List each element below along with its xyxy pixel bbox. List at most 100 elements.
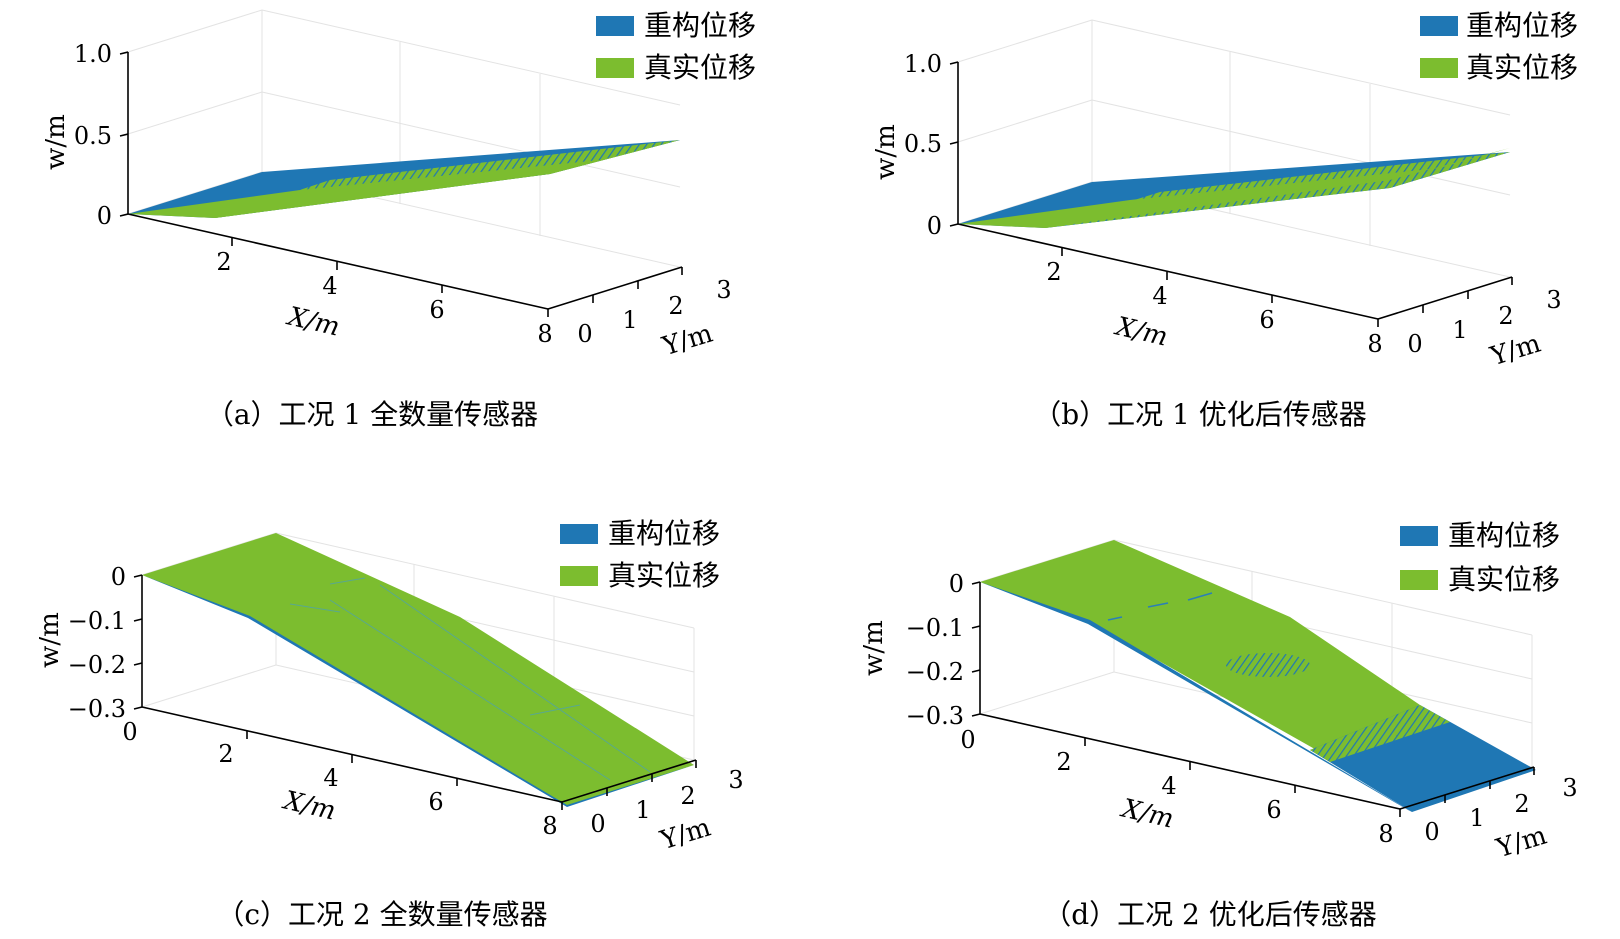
panel-c-legend-label-reconstructed: 重构位移 — [608, 517, 720, 550]
panel-d-x-tick-0: 0 — [960, 726, 975, 754]
panel-a-x-tick-3: 8 — [537, 320, 552, 348]
panel-c-surfaces — [142, 533, 694, 807]
panel-c-surface-true — [142, 533, 694, 805]
panel-d-mesh-lines — [1107, 592, 1213, 621]
panel-a-y-tick-1: 1 — [622, 306, 637, 334]
panel-d-surface-overlap-patch — [1226, 653, 1310, 677]
panel-a-legend: 重构位移 真实位移 — [596, 9, 756, 84]
panel-d-y-tick-1: 1 — [1469, 804, 1484, 832]
panel-a-x-axis-label: X/m — [283, 301, 342, 342]
panel-d-surfaces — [980, 540, 1536, 812]
panel-d: 0 −0.1 −0.2 −0.3 0 2 4 6 8 0 1 2 3 w/m X… — [859, 519, 1578, 931]
panel-b-y-tick-1: 1 — [1452, 316, 1467, 344]
panel-b-legend-swatch-true — [1420, 58, 1458, 78]
panel-d-legend-label-true: 真实位移 — [1448, 563, 1560, 596]
panel-b-axes — [949, 61, 1513, 327]
panel-d-legend-label-reconstructed: 重构位移 — [1448, 519, 1560, 552]
panel-c-y-tick-1: 1 — [635, 796, 650, 824]
panel-d-z-axis-label: w/m — [859, 620, 889, 676]
panel-c-z-tick-2: −0.2 — [68, 651, 126, 679]
panel-c-tick-labels: 0 −0.1 −0.2 −0.3 0 2 4 6 8 0 1 2 3 — [68, 563, 744, 840]
panel-c-legend-swatch-reconstructed — [560, 524, 598, 544]
panel-c-legend-swatch-true — [560, 566, 598, 586]
panel-b-z-tick-2: 1.0 — [904, 50, 942, 78]
panel-d-x-tick-1: 2 — [1056, 748, 1071, 776]
panel-a-tick-labels: 0 0.5 1.0 2 4 6 8 0 1 2 3 — [74, 40, 732, 348]
panel-a-y-tick-3: 3 — [716, 276, 731, 304]
panel-c-z-tick-1: −0.1 — [68, 607, 126, 635]
panel-b-legend: 重构位移 真实位移 — [1420, 9, 1578, 84]
panel-c-x-tick-0: 0 — [122, 718, 137, 746]
panel-a-y-tick-0: 0 — [577, 320, 592, 348]
panel-c-z-tick-3: −0.3 — [68, 695, 126, 723]
panel-b-legend-label-reconstructed: 重构位移 — [1466, 9, 1578, 42]
panel-b-legend-swatch-reconstructed — [1420, 16, 1458, 36]
panel-d-y-axis-label: Y/m — [1492, 821, 1550, 865]
panel-a-legend-label-true: 真实位移 — [644, 51, 756, 84]
panel-b-x-axis-label: X/m — [1111, 311, 1170, 352]
panel-a-y-tick-2: 2 — [668, 292, 683, 320]
panel-b-surface-true — [958, 148, 1510, 228]
panel-a-z-tick-0: 0 — [97, 202, 112, 230]
panel-c-y-tick-2: 2 — [680, 782, 695, 810]
panel-a-x-tick-2: 6 — [429, 296, 444, 324]
panel-a-x-tick-1: 4 — [322, 272, 337, 300]
panel-b: 0 0.5 1.0 2 4 6 8 0 1 2 3 w/m X/m Y/m 重构… — [871, 9, 1578, 431]
panel-d-legend: 重构位移 真实位移 — [1400, 519, 1560, 596]
panel-b-legend-label-true: 真实位移 — [1466, 51, 1578, 84]
panel-b-y-tick-0: 0 — [1407, 330, 1422, 358]
panel-b-caption: （b）工况 1 优化后传感器 — [1033, 398, 1367, 431]
panel-c-y-tick-0: 0 — [590, 810, 605, 838]
panel-c-mesh-lines — [289, 577, 651, 781]
panel-d-x-tick-4: 8 — [1378, 820, 1393, 848]
panel-a-surface-true — [128, 140, 680, 218]
panel-d-z-tick-1: −0.1 — [906, 614, 964, 642]
panel-a-legend-label-reconstructed: 重构位移 — [644, 9, 756, 42]
panel-b-z-tick-1: 0.5 — [904, 130, 942, 158]
panel-d-y-tick-3: 3 — [1562, 774, 1577, 802]
panel-b-z-axis-label: w/m — [871, 124, 901, 180]
panel-d-x-tick-3: 6 — [1266, 796, 1281, 824]
panel-d-surface-true — [980, 540, 1420, 752]
panel-a-grid — [127, 9, 681, 268]
panel-a-z-axis-label: w/m — [41, 114, 71, 170]
panel-b-tick-labels: 0 0.5 1.0 2 4 6 8 0 1 2 3 — [904, 50, 1562, 358]
panel-c-x-tick-3: 6 — [428, 788, 443, 816]
panel-a: 0 0.5 1.0 2 4 6 8 0 1 2 3 w/m X/m Y/m 重构… — [41, 9, 756, 431]
panel-b-surfaces — [958, 148, 1510, 228]
panel-b-z-tick-0: 0 — [927, 212, 942, 240]
panel-d-y-tick-0: 0 — [1424, 818, 1439, 846]
panel-c-axes — [133, 574, 697, 810]
panel-d-legend-swatch-true — [1400, 570, 1438, 590]
panel-a-caption: （a）工况 1 全数量传感器 — [206, 398, 538, 431]
panel-d-x-tick-2: 4 — [1161, 772, 1176, 800]
panel-d-surface-overlap — [1310, 705, 1450, 762]
panel-b-y-axis-label: Y/m — [1486, 329, 1544, 373]
panel-c-z-tick-0: 0 — [111, 563, 126, 591]
panel-a-surfaces — [128, 140, 680, 218]
panel-c-legend-label-true: 真实位移 — [608, 559, 720, 592]
panel-b-y-tick-2: 2 — [1498, 302, 1513, 330]
panel-a-x-tick-0: 2 — [216, 248, 231, 276]
panel-b-x-tick-2: 6 — [1259, 306, 1274, 334]
panel-c-caption: （c）工况 2 全数量传感器 — [216, 898, 547, 931]
panel-d-z-tick-3: −0.3 — [906, 702, 964, 730]
panel-a-legend-swatch-reconstructed — [596, 16, 634, 36]
panel-c-legend: 重构位移 真实位移 — [560, 517, 720, 592]
panel-a-y-axis-label: Y/m — [658, 319, 716, 363]
panel-d-z-tick-2: −0.2 — [906, 658, 964, 686]
panel-b-y-tick-3: 3 — [1546, 286, 1561, 314]
panel-a-z-tick-1: 0.5 — [74, 122, 112, 150]
panel-b-x-tick-0: 2 — [1046, 258, 1061, 286]
panel-c-x-tick-2: 4 — [323, 764, 338, 792]
panel-c-x-tick-4: 8 — [542, 812, 557, 840]
panel-d-tick-labels: 0 −0.1 −0.2 −0.3 0 2 4 6 8 0 1 2 3 — [906, 570, 1578, 848]
panel-a-z-tick-2: 1.0 — [74, 40, 112, 68]
panel-d-y-tick-2: 2 — [1514, 790, 1529, 818]
panel-d-z-tick-0: 0 — [949, 570, 964, 598]
panel-d-legend-swatch-reconstructed — [1400, 526, 1438, 546]
panel-b-x-tick-3: 8 — [1367, 330, 1382, 358]
panel-a-axes — [119, 51, 683, 317]
panel-c: 0 −0.1 −0.2 −0.3 0 2 4 6 8 0 1 2 3 w/m X… — [35, 517, 744, 931]
